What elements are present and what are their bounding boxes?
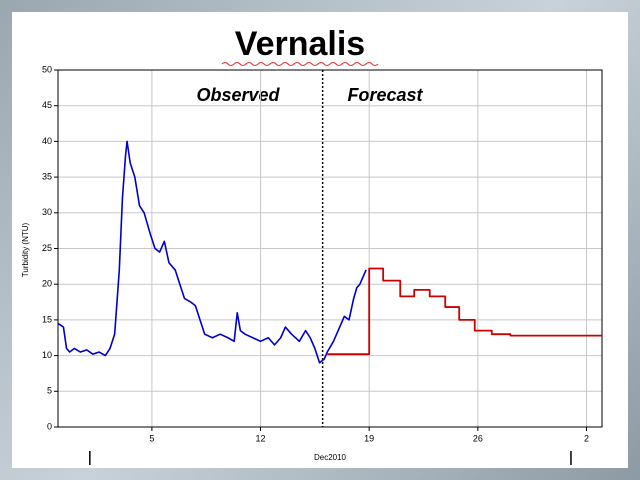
- x-axis-label: Dec2010: [314, 453, 347, 462]
- series-line: [57, 140, 367, 364]
- y-tick-label: 5: [47, 386, 52, 396]
- y-tick-label: 10: [42, 350, 52, 360]
- y-tick-label: 0: [47, 421, 52, 431]
- y-tick-label: 25: [42, 243, 52, 253]
- plot-frame: [57, 69, 603, 428]
- x-tick-label: 5: [149, 433, 154, 443]
- y-tick-label: 20: [42, 279, 52, 289]
- y-tick-label: 35: [42, 171, 52, 181]
- y-tick-label: 40: [42, 136, 52, 146]
- spellcheck-underline: [221, 62, 379, 66]
- y-tick-label: 50: [42, 64, 52, 74]
- series-line: [327, 267, 602, 356]
- annotation: Forecast: [347, 85, 423, 105]
- chart-title: Vernalis: [235, 25, 365, 63]
- x-tick-label: 26: [473, 433, 483, 443]
- y-tick-label: 45: [42, 100, 52, 110]
- x-tick-label: 19: [364, 433, 374, 443]
- y-axis-label: Turbidity (NTU): [21, 222, 30, 277]
- y-tick-label: 15: [42, 314, 52, 324]
- annotation: Observed: [196, 85, 280, 105]
- x-tick-label: 2: [584, 433, 589, 443]
- x-tick-label: 12: [256, 433, 266, 443]
- slide-background: [12, 12, 628, 468]
- y-tick-label: 30: [42, 207, 52, 217]
